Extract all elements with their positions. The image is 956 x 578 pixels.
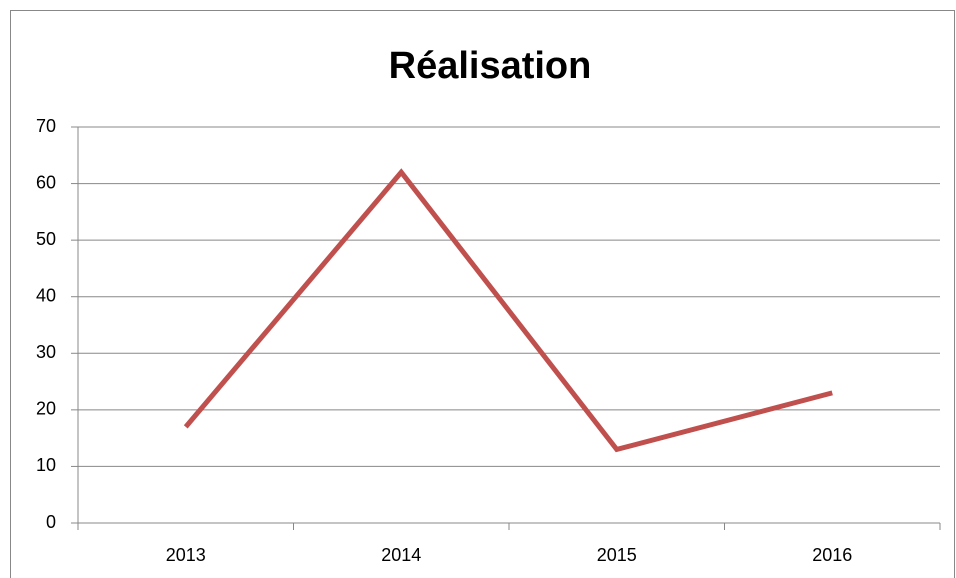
x-tick-label: 2015 xyxy=(597,545,637,565)
y-tick-label: 0 xyxy=(46,512,56,532)
chart-border xyxy=(10,10,955,578)
y-tick-label: 40 xyxy=(36,285,56,305)
x-tick-label: 2014 xyxy=(381,545,421,565)
data-line xyxy=(183,168,833,453)
y-tick-label: 70 xyxy=(36,116,56,136)
y-tick-label: 50 xyxy=(36,229,56,249)
y-tick-label: 60 xyxy=(36,172,56,192)
x-tick-label: 2013 xyxy=(166,545,206,565)
y-tick-label: 30 xyxy=(36,342,56,362)
chart-title: Réalisation xyxy=(389,45,592,87)
x-tick-label: 2016 xyxy=(812,545,852,565)
y-tick-label: 20 xyxy=(36,399,56,419)
y-tick-label: 10 xyxy=(36,455,56,475)
